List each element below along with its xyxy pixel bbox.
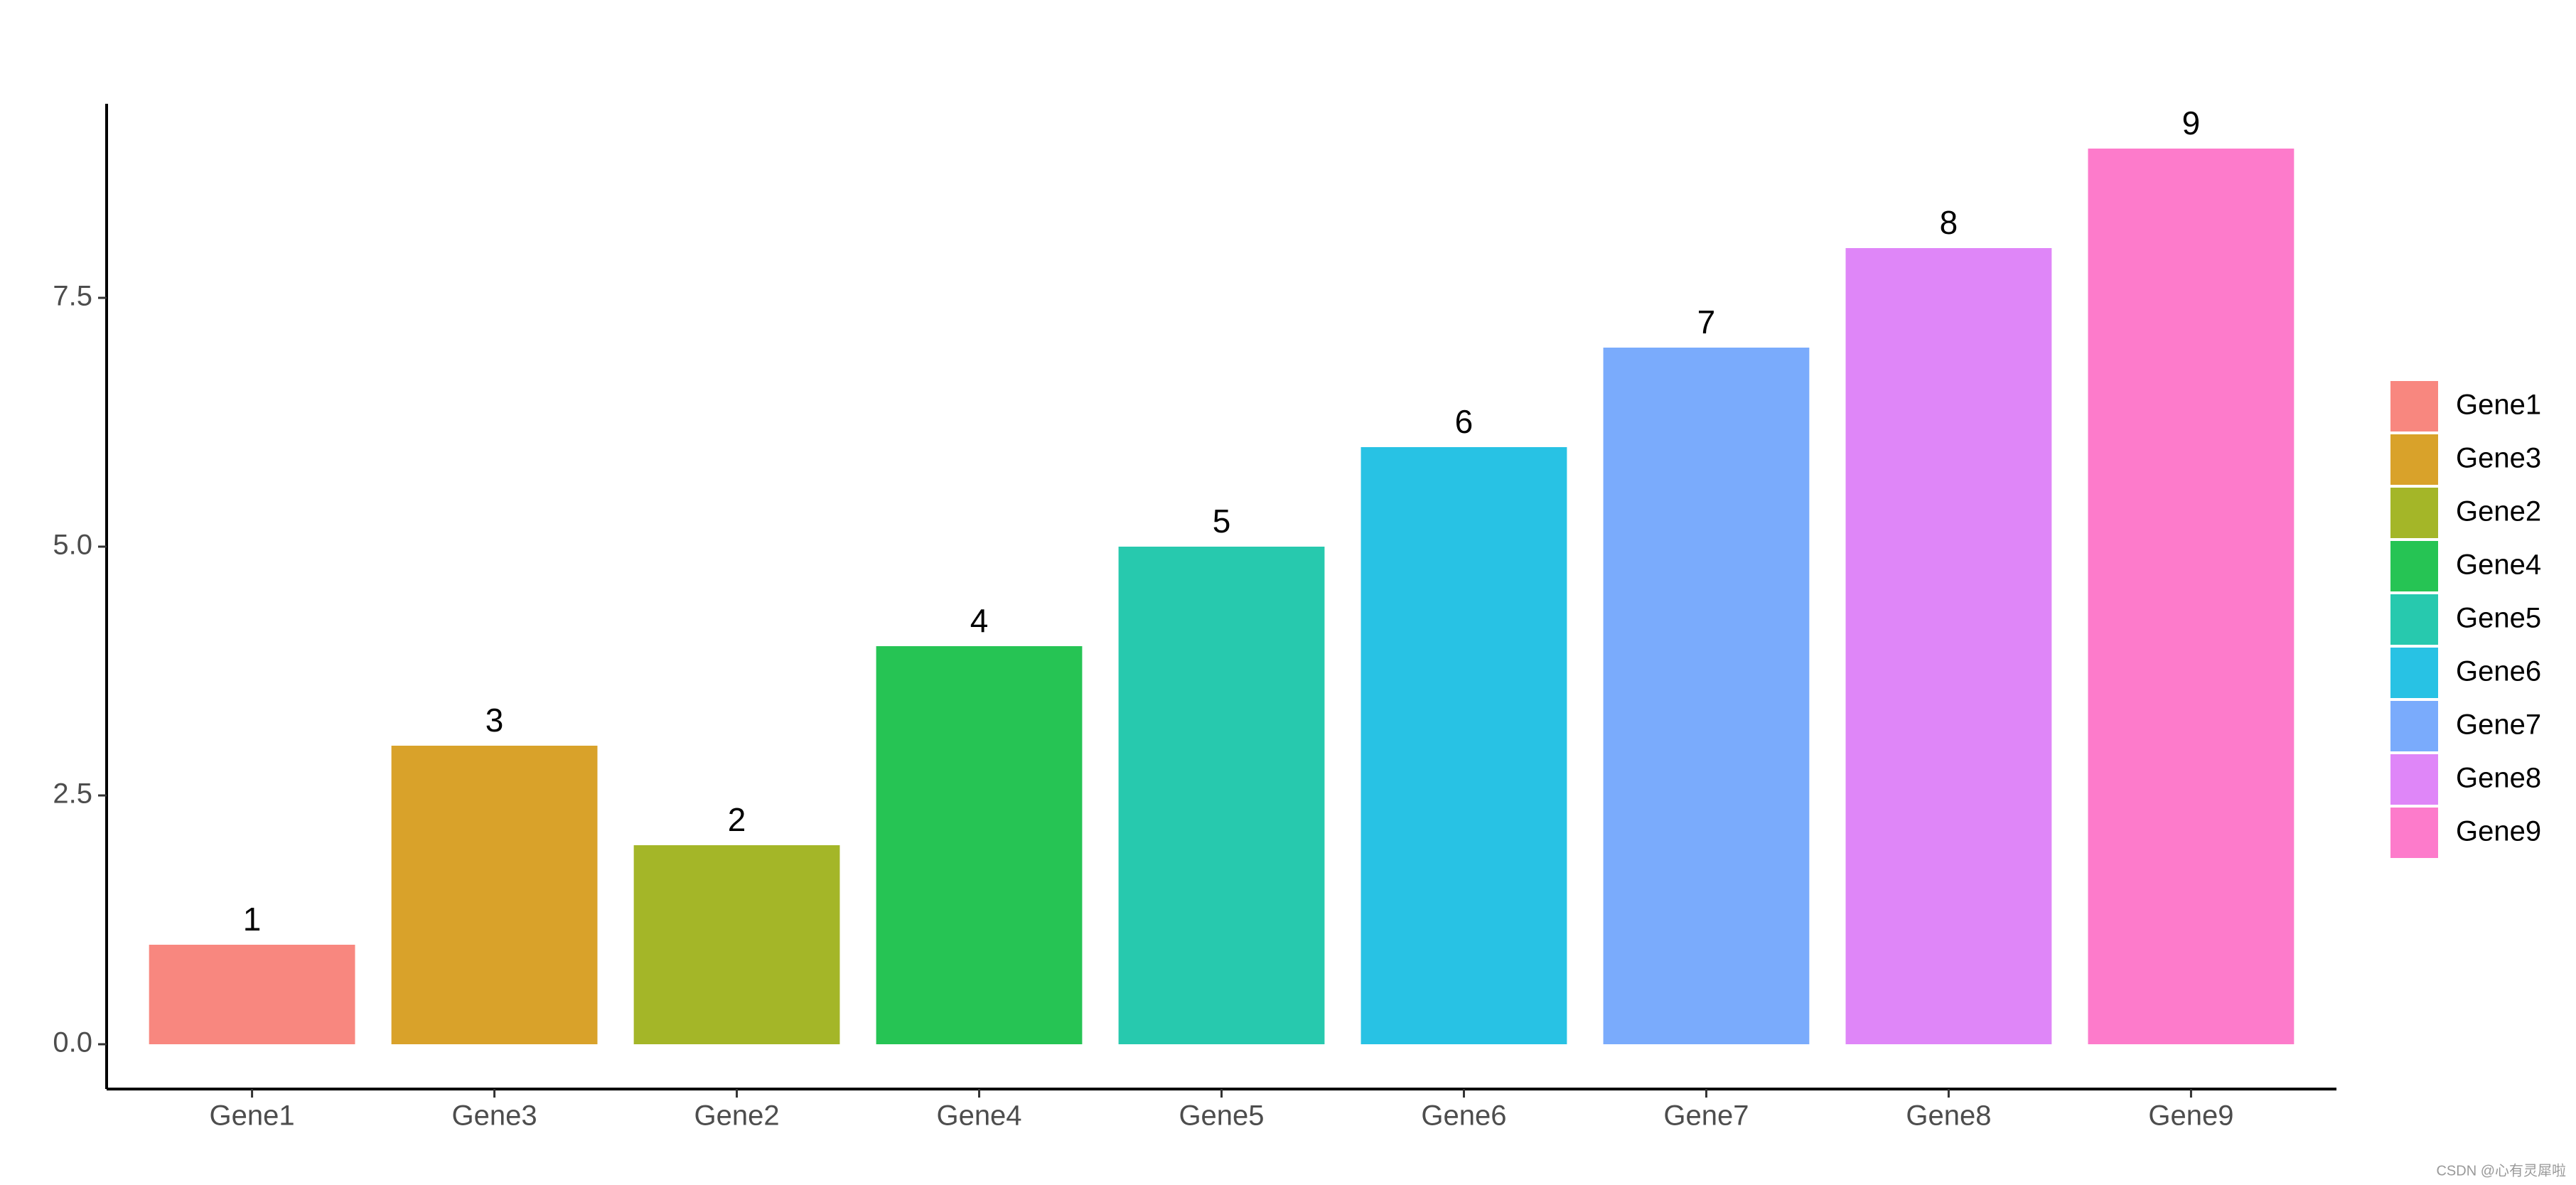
legend-key [2390, 381, 2438, 431]
x-tick-label: Gene9 [2148, 1100, 2233, 1132]
legend-label: Gene9 [2456, 816, 2541, 847]
bar [2088, 149, 2295, 1044]
bar [1845, 248, 2052, 1044]
legend-label: Gene4 [2456, 549, 2541, 581]
x-tick-label: Gene2 [694, 1100, 779, 1132]
legend-key [2390, 434, 2438, 485]
x-tick-label: Gene8 [1906, 1100, 1991, 1132]
x-tick-label: Gene1 [210, 1100, 295, 1132]
watermark: CSDN @心有灵犀啦 [2436, 1162, 2566, 1179]
x-tick-label: Gene4 [936, 1100, 1021, 1132]
y-tick-label: 0.0 [53, 1027, 92, 1058]
bar [1118, 547, 1325, 1044]
legend-key [2390, 701, 2438, 751]
legend-key [2390, 754, 2438, 805]
legend-label: Gene7 [2456, 709, 2541, 741]
value-label: 6 [1455, 403, 1474, 440]
x-tick-label: Gene3 [452, 1100, 537, 1132]
value-label: 9 [2182, 104, 2201, 141]
value-label: 3 [485, 702, 504, 739]
x-tick-label: Gene6 [1421, 1100, 1506, 1132]
legend-key [2390, 594, 2438, 645]
legend-key [2390, 488, 2438, 538]
legend-label: Gene2 [2456, 496, 2541, 527]
bar [876, 646, 1083, 1044]
value-label: 2 [728, 801, 746, 838]
value-label: 1 [243, 901, 262, 938]
legend-label: Gene6 [2456, 656, 2541, 687]
legend-label: Gene8 [2456, 763, 2541, 794]
x-tick-label: Gene5 [1179, 1100, 1264, 1132]
legend-label: Gene3 [2456, 443, 2541, 474]
legend-key [2390, 808, 2438, 858]
value-label: 5 [1213, 503, 1231, 540]
bar [633, 845, 840, 1044]
value-label: 4 [970, 602, 989, 639]
y-tick-label: 2.5 [53, 778, 92, 810]
bar [391, 746, 598, 1044]
value-label: 8 [1940, 204, 1958, 241]
legend-label: Gene1 [2456, 390, 2541, 421]
bar [149, 945, 355, 1044]
y-tick-label: 7.5 [53, 281, 92, 312]
y-tick-label: 5.0 [53, 530, 92, 561]
bar [1603, 348, 1810, 1044]
legend-key [2390, 648, 2438, 698]
x-tick-label: Gene7 [1663, 1100, 1749, 1132]
bar [1361, 447, 1567, 1044]
legend-key [2390, 541, 2438, 591]
legend-label: Gene5 [2456, 603, 2541, 634]
value-label: 7 [1697, 304, 1716, 341]
